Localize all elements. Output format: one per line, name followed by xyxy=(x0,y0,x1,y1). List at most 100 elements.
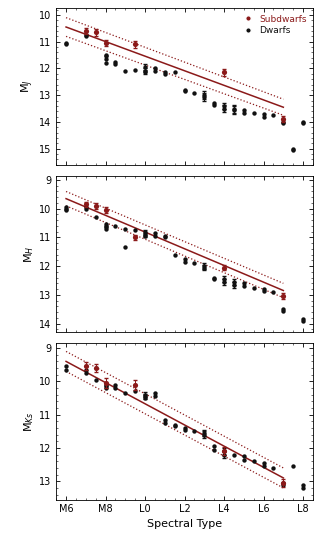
Point xyxy=(182,257,187,266)
Point xyxy=(261,285,266,294)
Point xyxy=(261,286,266,295)
Point xyxy=(143,394,148,402)
Point xyxy=(192,88,197,97)
Point xyxy=(103,382,108,391)
Point xyxy=(241,282,247,291)
Point xyxy=(172,250,177,259)
Point xyxy=(103,224,108,233)
Point xyxy=(241,108,247,117)
Point xyxy=(300,118,306,126)
Point xyxy=(133,233,138,242)
Point xyxy=(221,275,227,284)
Point xyxy=(202,263,207,272)
Point xyxy=(64,40,69,49)
Point xyxy=(202,428,207,437)
Point xyxy=(152,231,158,240)
Point xyxy=(241,455,247,464)
Point xyxy=(221,102,227,110)
Point xyxy=(281,119,286,128)
Point xyxy=(133,380,138,389)
Point xyxy=(103,379,108,388)
Point xyxy=(103,384,108,392)
X-axis label: Spectral Type: Spectral Type xyxy=(147,518,222,529)
Point xyxy=(221,447,227,456)
Point xyxy=(83,362,88,371)
Point xyxy=(93,364,98,373)
Point xyxy=(152,67,158,76)
Point xyxy=(182,87,187,95)
Point xyxy=(172,422,177,431)
Point xyxy=(300,480,306,489)
Point xyxy=(143,67,148,76)
Point xyxy=(64,365,69,374)
Point xyxy=(221,447,227,456)
Point xyxy=(143,63,148,72)
Point xyxy=(162,231,167,240)
Point xyxy=(64,203,69,211)
Point xyxy=(83,365,88,374)
Point xyxy=(241,279,247,288)
Point xyxy=(271,464,276,473)
Point xyxy=(271,111,276,120)
Point xyxy=(103,59,108,67)
Point xyxy=(64,204,69,213)
Point xyxy=(103,55,108,63)
Point xyxy=(212,273,217,282)
Point xyxy=(251,283,256,292)
Point xyxy=(202,91,207,99)
Point xyxy=(251,457,256,466)
Point xyxy=(152,64,158,73)
Point xyxy=(162,233,167,242)
Point xyxy=(113,57,118,66)
Point xyxy=(143,390,148,399)
Point xyxy=(231,280,237,289)
Point xyxy=(64,206,69,215)
Point xyxy=(241,452,247,461)
Point xyxy=(182,86,187,94)
Point xyxy=(123,243,128,252)
Point xyxy=(93,375,98,384)
Point xyxy=(103,51,108,60)
Point xyxy=(281,479,286,487)
Point xyxy=(123,389,128,397)
Point xyxy=(83,200,88,209)
Point xyxy=(261,462,266,471)
Point xyxy=(281,115,286,124)
Point xyxy=(113,60,118,69)
Point xyxy=(202,92,207,101)
Point xyxy=(300,484,306,492)
Point xyxy=(113,221,118,230)
Point xyxy=(221,263,227,272)
Point xyxy=(221,68,227,77)
Point xyxy=(103,380,108,389)
Point xyxy=(83,30,88,39)
Point xyxy=(133,40,138,49)
Point xyxy=(281,305,286,314)
Point xyxy=(83,203,88,211)
Point xyxy=(93,28,98,37)
Point xyxy=(172,420,177,429)
Point xyxy=(152,392,158,401)
Point xyxy=(162,70,167,78)
Point xyxy=(231,278,237,286)
Point xyxy=(143,227,148,236)
Point xyxy=(83,369,88,378)
Point xyxy=(271,288,276,296)
Point xyxy=(291,462,296,471)
Point xyxy=(300,119,306,128)
Point xyxy=(83,204,88,213)
Point xyxy=(281,480,286,489)
Point xyxy=(212,100,217,109)
Point xyxy=(212,442,217,451)
Point xyxy=(281,479,286,487)
Point xyxy=(103,223,108,232)
Point xyxy=(221,104,227,113)
Point xyxy=(300,316,306,325)
Point xyxy=(133,387,138,396)
Point xyxy=(143,230,148,239)
Point xyxy=(241,105,247,114)
Point xyxy=(291,146,296,155)
Point xyxy=(93,213,98,222)
Y-axis label: M$_H$: M$_H$ xyxy=(22,245,36,263)
Point xyxy=(300,315,306,323)
